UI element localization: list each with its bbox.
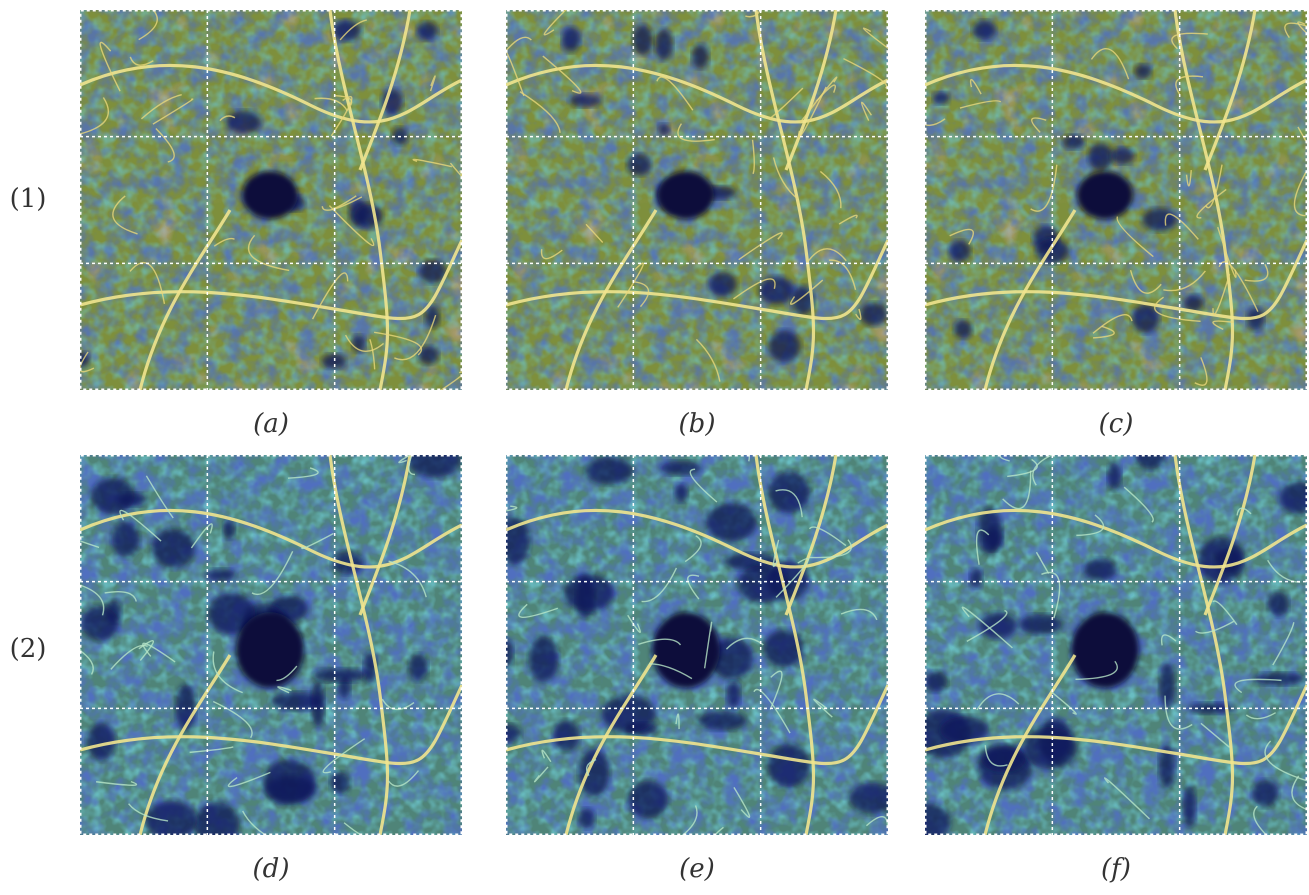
dark-patch [709, 272, 737, 297]
dark-patch [860, 303, 888, 326]
dark-patch [332, 20, 360, 41]
dark-patch [1107, 463, 1121, 491]
dark-patch [491, 724, 521, 743]
dark-patch [1019, 614, 1062, 634]
dark-patch [1111, 147, 1135, 164]
dark-patch [152, 529, 196, 568]
panel-label: (f) [1101, 854, 1131, 884]
dark-patch [553, 720, 579, 751]
dark-patch [585, 457, 633, 484]
foveal-zone [242, 171, 298, 219]
capillary [905, 601, 925, 645]
dark-patch [1088, 143, 1113, 170]
dark-patch [768, 330, 800, 362]
foveal-zone [1077, 171, 1133, 219]
image-panel [904, 442, 1309, 841]
dark-patch [529, 636, 559, 682]
dark-patch [409, 654, 428, 681]
dark-patch [1252, 780, 1278, 807]
dark-patch [207, 569, 236, 581]
dark-patch [322, 354, 346, 369]
figure: (1) (2) (a) (b) (c) (d) (e) (f) [0, 0, 1309, 895]
dark-patch [767, 744, 810, 787]
dark-patch [579, 808, 595, 828]
capillary [109, 2, 131, 10]
dark-patch [658, 123, 670, 135]
dark-patch [972, 20, 995, 40]
dark-patch [313, 668, 366, 682]
dark-patch [562, 27, 581, 52]
dark-patch [970, 569, 983, 589]
dark-patch [1142, 208, 1177, 231]
dark-patch [850, 783, 896, 813]
image-panel [479, 449, 927, 847]
row-label: (2) [10, 634, 47, 664]
capillary [885, 538, 928, 551]
dark-patch [627, 154, 651, 176]
dark-patch [628, 781, 668, 819]
dark-patch [226, 110, 260, 133]
dark-patch [112, 521, 140, 557]
dark-patch [1268, 592, 1289, 617]
dark-patch [655, 29, 673, 59]
image-panel [504, 0, 910, 390]
capillary [50, 647, 81, 650]
panel-label: (c) [1099, 409, 1134, 439]
panel-label: (d) [253, 854, 290, 884]
dark-patch [311, 681, 324, 727]
foveal-zone [658, 171, 714, 219]
dark-patch [904, 803, 951, 841]
dark-patch [633, 25, 653, 55]
dark-patch [91, 478, 135, 515]
dark-patch [1023, 727, 1077, 769]
dark-patch [1084, 558, 1117, 581]
panel-label: (e) [679, 854, 715, 884]
dark-patch [417, 21, 438, 40]
dark-patch [570, 93, 601, 107]
dark-patch [263, 760, 315, 805]
dark-patch [925, 671, 947, 692]
dark-patch [81, 606, 118, 641]
panel-label: (a) [253, 409, 289, 439]
dark-patch [674, 484, 688, 503]
dark-patch [727, 681, 741, 708]
dark-patch [1183, 785, 1196, 828]
dark-patch [330, 772, 350, 794]
dark-patch [692, 44, 709, 68]
dark-patch [660, 461, 701, 475]
dark-patch [698, 711, 747, 730]
image-panel [71, 2, 464, 393]
dark-patch [706, 503, 757, 541]
dark-patch [195, 802, 240, 848]
dark-patch [1159, 663, 1175, 708]
dark-patch [354, 204, 382, 229]
dark-patch [933, 92, 950, 104]
dark-patch [564, 574, 614, 611]
row-label: (1) [10, 184, 47, 214]
image-panel [47, 434, 462, 848]
foveal-zone [236, 612, 304, 688]
dark-patch [768, 472, 810, 513]
foveal-zone [652, 612, 720, 688]
dark-patch [407, 441, 461, 477]
dark-patch [1135, 64, 1152, 78]
panel-label: (b) [679, 409, 716, 439]
dark-patch [949, 240, 971, 261]
dark-patch [954, 320, 973, 338]
image-panel [910, 0, 1309, 390]
dark-patch [223, 519, 235, 539]
dark-patch [145, 801, 198, 839]
